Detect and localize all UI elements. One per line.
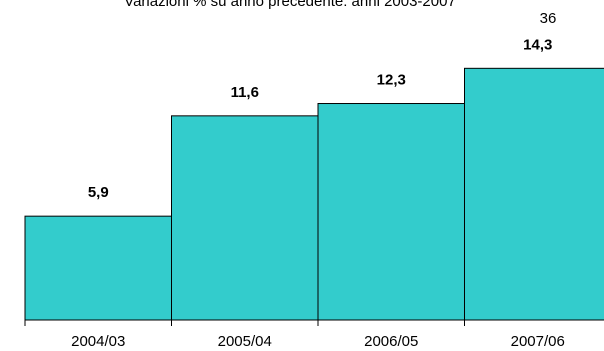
bar bbox=[317, 103, 465, 321]
chart-title: Variazioni % su anno precedente: anni 20… bbox=[124, 0, 456, 10]
data-label: 14,3 bbox=[523, 36, 552, 53]
x-tick-label: 2004/03 bbox=[71, 333, 125, 350]
data-label: 5,9 bbox=[88, 184, 109, 201]
bar bbox=[171, 115, 319, 321]
x-tick-label: 2007/06 bbox=[511, 333, 565, 350]
bar bbox=[464, 67, 604, 321]
bar bbox=[24, 215, 172, 321]
x-tick-label: 2006/05 bbox=[364, 333, 418, 350]
data-label: 12,3 bbox=[377, 71, 406, 88]
data-label: 11,6 bbox=[231, 84, 259, 101]
page-number: 36 bbox=[540, 10, 557, 27]
x-tick-label: 2005/04 bbox=[218, 333, 272, 350]
